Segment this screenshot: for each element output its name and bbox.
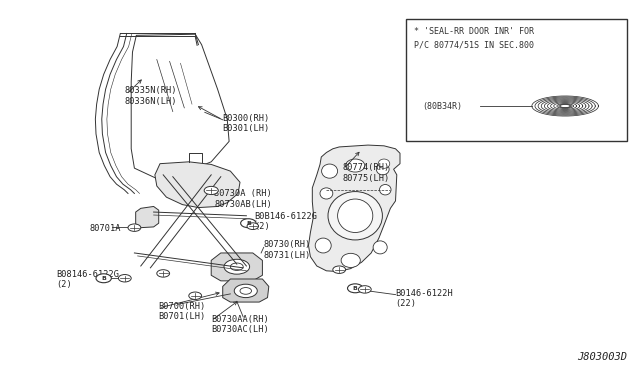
Ellipse shape bbox=[341, 253, 360, 267]
Circle shape bbox=[224, 259, 250, 274]
Ellipse shape bbox=[378, 159, 390, 168]
Ellipse shape bbox=[376, 164, 389, 175]
Polygon shape bbox=[211, 253, 262, 281]
Circle shape bbox=[241, 219, 256, 228]
Text: B0146-6122H
(22): B0146-6122H (22) bbox=[396, 289, 453, 308]
Text: 80335N(RH)
80336N(LH): 80335N(RH) 80336N(LH) bbox=[125, 86, 177, 106]
Ellipse shape bbox=[380, 185, 391, 195]
Text: J803003D: J803003D bbox=[577, 352, 627, 362]
Ellipse shape bbox=[373, 241, 387, 254]
Text: * 'SEAL-RR DOOR INR' FOR: * 'SEAL-RR DOOR INR' FOR bbox=[414, 27, 534, 36]
Ellipse shape bbox=[320, 188, 333, 199]
Text: B: B bbox=[101, 276, 106, 281]
Ellipse shape bbox=[338, 199, 373, 232]
Polygon shape bbox=[308, 145, 400, 272]
Ellipse shape bbox=[346, 159, 365, 172]
Ellipse shape bbox=[559, 104, 572, 108]
Circle shape bbox=[189, 292, 202, 299]
Text: B0300(RH)
B0301(LH): B0300(RH) B0301(LH) bbox=[223, 114, 270, 133]
FancyBboxPatch shape bbox=[406, 19, 627, 141]
Polygon shape bbox=[223, 279, 269, 302]
Circle shape bbox=[96, 274, 111, 283]
Text: B08146-6122G
(2): B08146-6122G (2) bbox=[56, 270, 119, 289]
Text: P/C 80774/51S IN SEC.800: P/C 80774/51S IN SEC.800 bbox=[414, 41, 534, 50]
Circle shape bbox=[333, 266, 346, 273]
Circle shape bbox=[234, 284, 257, 298]
Ellipse shape bbox=[315, 238, 332, 253]
Polygon shape bbox=[136, 206, 159, 228]
Circle shape bbox=[118, 275, 131, 282]
Polygon shape bbox=[155, 162, 240, 208]
Text: B0700(RH)
B0701(LH): B0700(RH) B0701(LH) bbox=[159, 302, 206, 321]
Text: B: B bbox=[246, 221, 251, 226]
Circle shape bbox=[128, 224, 141, 231]
Text: (80B34R): (80B34R) bbox=[422, 102, 463, 110]
Circle shape bbox=[204, 186, 218, 195]
Text: 80701A: 80701A bbox=[90, 224, 121, 232]
Circle shape bbox=[348, 284, 363, 293]
Text: 80730(RH)
80731(LH): 80730(RH) 80731(LH) bbox=[264, 240, 311, 260]
Text: B0730AA(RH)
B0730AC(LH): B0730AA(RH) B0730AC(LH) bbox=[211, 315, 269, 334]
Circle shape bbox=[358, 286, 371, 293]
Text: 80774(RH)
80775(LH): 80774(RH) 80775(LH) bbox=[342, 163, 390, 183]
Ellipse shape bbox=[328, 192, 383, 240]
Circle shape bbox=[157, 270, 170, 277]
Text: B: B bbox=[353, 286, 358, 291]
Circle shape bbox=[247, 223, 259, 230]
Ellipse shape bbox=[322, 164, 338, 178]
Text: 80730A (RH)
80730AB(LH): 80730A (RH) 80730AB(LH) bbox=[214, 189, 272, 209]
Text: B0B146-6122G
(2): B0B146-6122G (2) bbox=[255, 212, 317, 231]
